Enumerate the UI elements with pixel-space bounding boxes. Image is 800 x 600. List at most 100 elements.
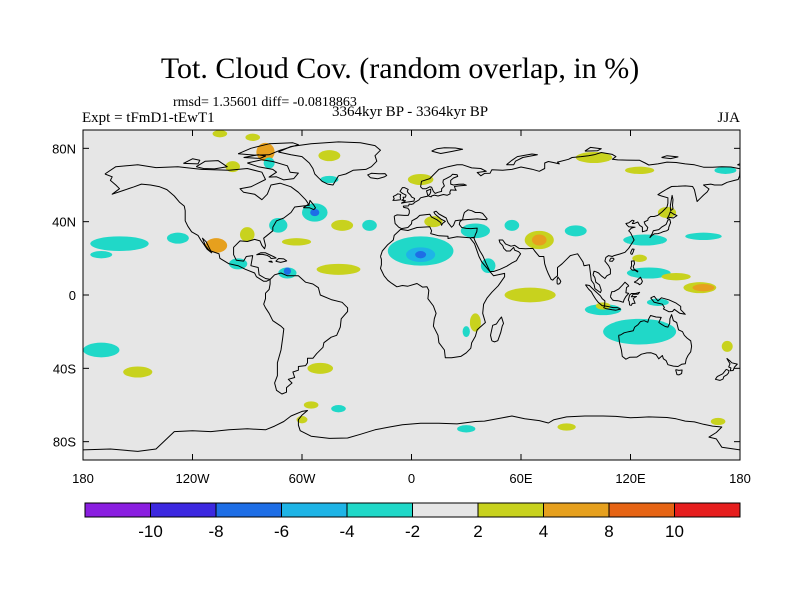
coastline-wrangel	[737, 163, 740, 166]
difference-region-25	[316, 263, 361, 275]
coastline-japan	[649, 218, 672, 239]
coastline-antarctica	[83, 410, 740, 452]
coastline-sri-lanka	[556, 276, 562, 285]
colorbar-swatch-9	[674, 502, 741, 518]
season-label: JJA	[717, 110, 740, 126]
chart-title: Tot. Cloud Cov. (random overlap, in %)	[160, 52, 640, 85]
experiment-label: Expt = tFmD1-tEwT1	[82, 110, 215, 126]
coastline-cuba	[256, 252, 277, 259]
difference-region-0	[212, 130, 228, 138]
map-background	[83, 130, 740, 460]
difference-region-7	[407, 174, 434, 185]
colorbar-swatch-0	[84, 502, 151, 518]
coastline-luzon	[630, 260, 639, 273]
colorbar-label-4: -2	[405, 522, 420, 541]
coastline-newfoundland	[303, 199, 316, 211]
x-tick-label-3: 0	[408, 471, 415, 486]
difference-region-34	[531, 234, 547, 246]
difference-region-37	[623, 234, 667, 246]
difference-region-45	[504, 287, 556, 303]
colorbar-label-7: 8	[604, 522, 613, 541]
coastline-taiwan	[630, 248, 635, 255]
difference-region-61	[710, 417, 726, 426]
difference-region-32	[480, 258, 496, 273]
difference-region-55	[307, 362, 334, 374]
coastline-hokkaido	[666, 211, 678, 220]
difference-region-17	[239, 227, 255, 242]
coastline-britain	[399, 187, 416, 204]
difference-region-52	[721, 340, 733, 352]
difference-region-10	[714, 166, 737, 174]
coastline-banks-island	[183, 158, 201, 165]
coastline-java	[603, 305, 621, 311]
colorbar-label-0: -10	[138, 522, 163, 541]
coastline-severnaya-zemlya	[584, 146, 602, 152]
coastline-novaya-zemlya	[506, 153, 538, 166]
coastline-north-america	[104, 164, 310, 282]
colorbar-swatch-3	[281, 502, 348, 518]
coastline-greenland	[278, 141, 381, 186]
difference-region-1	[245, 133, 261, 141]
coastline-hispaniola	[275, 258, 288, 263]
coastline-ireland	[392, 193, 402, 201]
y-tick-label-3: 40S	[53, 361, 76, 376]
difference-region-53	[83, 342, 120, 358]
coastlines	[83, 141, 740, 452]
colorbar-swatch-2	[215, 502, 282, 518]
y-tick-label-4: 80S	[53, 435, 76, 450]
coastline-sumatra	[584, 284, 606, 307]
axis-ticks: 180 120W 60W 0 60E 120E 180 80N 40N 0 40S 80S	[52, 130, 751, 486]
x-tick-label-4: 60E	[509, 471, 532, 486]
coastline-africa	[380, 226, 506, 359]
colorbar-swatch-1	[150, 502, 217, 518]
colorbar-label-2: -6	[274, 522, 289, 541]
coastline-sulawesi	[627, 291, 641, 306]
difference-region-20	[310, 208, 320, 217]
difference-region-6	[320, 175, 339, 184]
difference-region-50	[469, 313, 481, 332]
coastline-borneo	[609, 281, 630, 303]
colorbar-label-5: 2	[473, 522, 482, 541]
y-tick-label-0: 80N	[52, 141, 76, 156]
rmsd-diff-stats: rmsd= 1.35601 diff= -0.0818863	[173, 95, 357, 110]
difference-region-44	[632, 254, 647, 262]
difference-region-43	[692, 284, 715, 292]
difference-region-11	[90, 236, 149, 252]
period-label: 3364kyr BP - 3364kyr BP	[331, 104, 489, 120]
difference-region-60	[557, 423, 576, 431]
x-tick-label-1: 120W	[176, 471, 211, 486]
difference-region-26	[362, 219, 377, 231]
difference-region-22	[331, 219, 354, 231]
coastline-svalbard	[431, 147, 464, 154]
colorbar-label-8: 10	[665, 522, 684, 541]
x-tick-label-5: 120E	[615, 471, 646, 486]
coastline-south-america	[263, 272, 349, 395]
coastline-mindanao	[633, 276, 643, 286]
difference-region-41	[661, 273, 691, 281]
coastline-hainan	[609, 257, 615, 262]
colorbar: -10 -8 -6 -4 -2 2 4 8 10	[84, 502, 741, 541]
difference-region-18	[269, 218, 288, 233]
coastline-devon-island	[243, 154, 266, 159]
coastline-australia	[618, 314, 693, 367]
colorbar-label-1: -8	[208, 522, 223, 541]
coastline-madagascar	[490, 316, 504, 343]
difference-region-51	[462, 326, 470, 338]
difference-region-56	[303, 401, 319, 409]
coastline-eurasia	[393, 152, 740, 294]
difference-region-38	[685, 232, 722, 240]
coastline-iceland	[367, 172, 388, 180]
colorbar-swatch-5	[412, 502, 479, 518]
coastline-sakhalin	[669, 194, 674, 212]
coastline-cuba-south-islands	[268, 260, 273, 263]
difference-region-49	[646, 298, 669, 307]
difference-region-29	[415, 251, 427, 259]
difference-region-12	[166, 232, 189, 244]
y-tick-label-2: 0	[69, 288, 76, 303]
colorbar-swatch-8	[608, 502, 675, 518]
difference-region-59	[457, 425, 476, 433]
coastline-baffin	[247, 159, 299, 181]
difference-region-36	[564, 225, 587, 237]
coastline-tasmania	[675, 369, 683, 376]
difference-region-35	[504, 219, 520, 231]
